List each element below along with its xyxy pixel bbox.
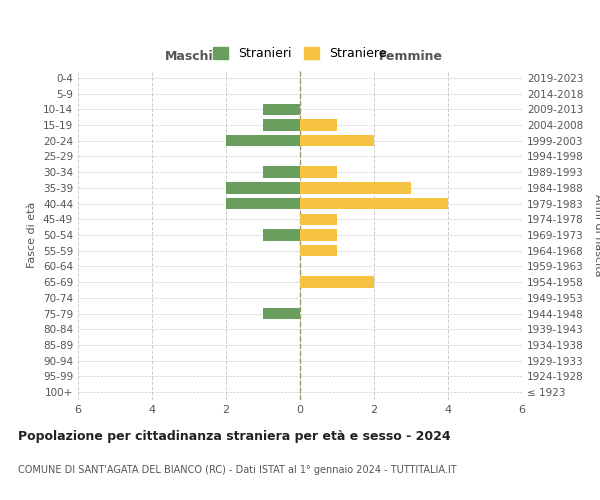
Bar <box>300 245 337 256</box>
Text: Popolazione per cittadinanza straniera per età e sesso - 2024: Popolazione per cittadinanza straniera p… <box>18 430 451 443</box>
Bar <box>263 120 300 130</box>
Bar <box>300 198 448 209</box>
Bar <box>300 214 337 225</box>
Bar <box>263 104 300 115</box>
Bar <box>226 198 300 209</box>
Text: COMUNE DI SANT'AGATA DEL BIANCO (RC) - Dati ISTAT al 1° gennaio 2024 - TUTTITALI: COMUNE DI SANT'AGATA DEL BIANCO (RC) - D… <box>18 465 457 475</box>
Bar <box>300 135 374 146</box>
Bar <box>300 276 374 288</box>
Bar <box>300 182 411 194</box>
Bar <box>300 166 337 178</box>
Bar <box>300 230 337 240</box>
Text: Maschi: Maschi <box>164 50 214 64</box>
Bar <box>263 166 300 178</box>
Bar <box>263 230 300 240</box>
Y-axis label: Fasce di età: Fasce di età <box>28 202 37 268</box>
Legend: Stranieri, Straniere: Stranieri, Straniere <box>209 43 391 64</box>
Bar <box>263 308 300 319</box>
Text: Femmine: Femmine <box>379 50 443 64</box>
Y-axis label: Anni di nascita: Anni di nascita <box>593 194 600 276</box>
Bar <box>300 120 337 130</box>
Bar <box>226 182 300 194</box>
Bar <box>226 135 300 146</box>
